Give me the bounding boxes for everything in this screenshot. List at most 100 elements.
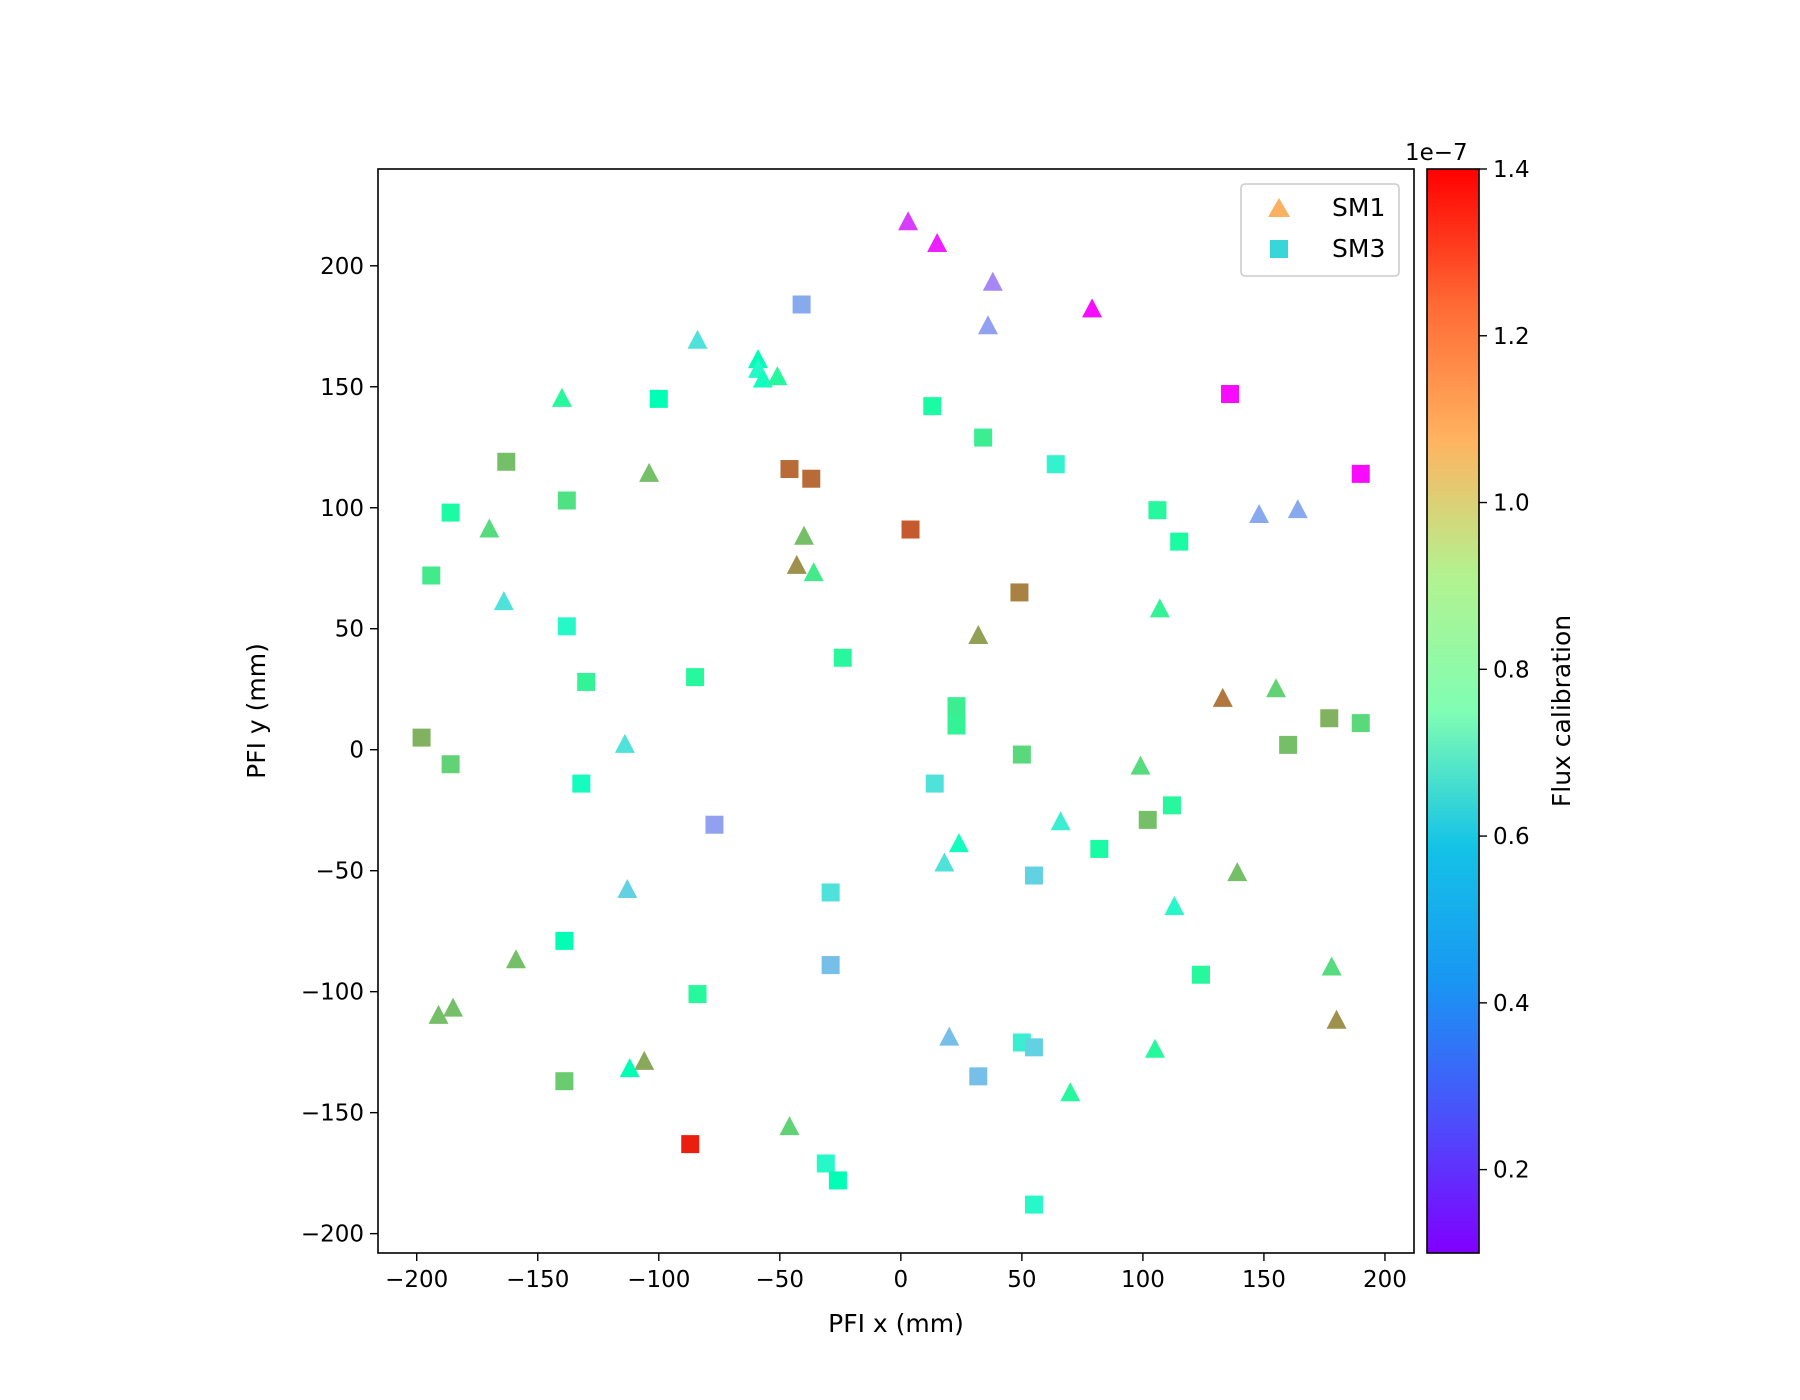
data-point-sm1 xyxy=(1326,1009,1347,1029)
x-tick-label: 100 xyxy=(1121,1267,1165,1293)
data-point-sm3 xyxy=(923,397,942,416)
data-point-sm1 xyxy=(1227,862,1248,882)
data-point-sm3 xyxy=(1351,714,1370,733)
data-point-sm3 xyxy=(412,728,431,747)
data-point-sm1 xyxy=(1145,1038,1165,1058)
data-point-sm3 xyxy=(497,452,516,471)
y-tick-label: −50 xyxy=(315,859,364,885)
y-tick-label: 150 xyxy=(320,375,364,401)
legend-marker-sm3 xyxy=(1270,240,1288,258)
data-point-sm3 xyxy=(1320,709,1339,728)
x-tick-label: −200 xyxy=(385,1267,448,1293)
colorbar-tick-label: 1.0 xyxy=(1493,491,1530,517)
data-point-sm1 xyxy=(786,554,807,574)
data-point-sm3 xyxy=(555,931,574,950)
data-point-sm3 xyxy=(1138,810,1157,829)
colorbar-ticks: 0.2 0.4 0.6 0.8 1.0 1.2 1.4 xyxy=(1479,157,1530,1184)
legend-marker-sm1 xyxy=(1268,198,1290,217)
data-point-sm1 xyxy=(1321,956,1342,976)
data-point-sm3 xyxy=(686,668,705,687)
data-point-sm3 xyxy=(557,491,576,510)
data-point-sm1 xyxy=(687,329,708,349)
data-point-sm3 xyxy=(833,648,852,667)
data-point-sm3 xyxy=(901,520,920,539)
data-point-sm3 xyxy=(681,1135,700,1154)
x-tick-label: −150 xyxy=(506,1267,569,1293)
data-point-sm1 xyxy=(479,518,500,538)
colorbar-title: Flux calibration xyxy=(1547,615,1576,807)
colorbar-tick-label: 0.2 xyxy=(1493,1158,1530,1184)
data-point-sm3 xyxy=(780,460,799,479)
data-point-sm1 xyxy=(1130,755,1151,775)
data-point-sm3 xyxy=(572,774,591,793)
data-point-sm1 xyxy=(939,1026,960,1046)
data-point-sm1 xyxy=(934,852,955,872)
plot-frame xyxy=(377,168,1415,1254)
y-tick-label: −200 xyxy=(301,1222,364,1248)
data-point-sm1 xyxy=(948,833,969,853)
data-point-sm1 xyxy=(1249,504,1270,524)
y-tick-label: −150 xyxy=(301,1101,364,1127)
data-point-sm1 xyxy=(1060,1082,1081,1102)
data-point-sm1 xyxy=(748,349,769,369)
data-point-sm1 xyxy=(927,233,948,253)
data-point-sm3 xyxy=(821,883,840,902)
data-point-sm3 xyxy=(1170,532,1189,551)
data-point-sm3 xyxy=(1024,1038,1043,1057)
data-point-sm3 xyxy=(1279,735,1298,754)
data-point-sm3 xyxy=(441,755,460,774)
data-point-sm3 xyxy=(828,1171,847,1190)
data-point-sm1 xyxy=(614,733,635,753)
data-point-sm3 xyxy=(1046,455,1065,474)
data-point-sm3 xyxy=(1148,501,1167,520)
data-point-sm1 xyxy=(1149,598,1170,618)
data-point-sm1 xyxy=(794,525,815,545)
data-point-sm3 xyxy=(688,985,707,1004)
colorbar-gradient xyxy=(1426,168,1480,1254)
x-axis-title: PFI x (mm) xyxy=(828,1309,964,1338)
data-point-sm3 xyxy=(441,503,460,522)
data-point-sm3 xyxy=(557,617,576,636)
data-point-sm1 xyxy=(1082,298,1103,318)
legend-label-sm3: SM3 xyxy=(1332,234,1385,263)
x-tick-label: −100 xyxy=(627,1267,690,1293)
y-tick-label: −100 xyxy=(301,980,364,1006)
data-point-sm3 xyxy=(1191,965,1210,984)
data-point-sm3 xyxy=(816,1154,835,1173)
y-axis-title: PFI y (mm) xyxy=(242,643,271,779)
data-point-sm3 xyxy=(1024,1195,1043,1214)
data-point-sm3 xyxy=(1024,866,1043,885)
data-point-sm3 xyxy=(1010,583,1029,602)
data-point-sm1 xyxy=(898,211,919,231)
colorbar-tick-label: 1.2 xyxy=(1493,324,1530,350)
x-tick-label: 50 xyxy=(1007,1267,1036,1293)
colorbar-tick-label: 1.4 xyxy=(1493,157,1530,183)
data-point-sm1 xyxy=(982,271,1003,291)
data-point-sm3 xyxy=(969,1067,988,1086)
x-axis: −200 −150 −100 −50 0 50 100 150 200 xyxy=(385,1253,1407,1293)
data-points xyxy=(412,211,1370,1214)
data-point-sm3 xyxy=(792,295,811,314)
data-point-sm3 xyxy=(1090,839,1109,858)
data-point-sm3 xyxy=(577,672,596,691)
data-point-sm3 xyxy=(649,389,668,408)
colorbar-tick-label: 0.8 xyxy=(1493,657,1530,683)
data-point-sm1 xyxy=(505,949,526,969)
data-point-sm3 xyxy=(555,1072,574,1091)
y-tick-label: 100 xyxy=(320,496,364,522)
data-point-sm1 xyxy=(968,624,989,644)
data-point-sm3 xyxy=(821,956,840,975)
data-point-sm1 xyxy=(1287,499,1308,519)
x-tick-label: 200 xyxy=(1363,1267,1407,1293)
legend-label-sm1: SM1 xyxy=(1332,193,1385,222)
y-axis: −200 −150 −100 −50 0 50 100 150 200 xyxy=(301,254,378,1248)
y-tick-label: 0 xyxy=(349,738,364,764)
colorbar-tick-label: 0.4 xyxy=(1493,991,1530,1017)
data-point-sm1 xyxy=(1050,811,1071,831)
data-point-sm1 xyxy=(551,387,572,407)
data-point-sm1 xyxy=(1266,678,1287,698)
data-point-sm1 xyxy=(1164,895,1185,915)
legend: SM1 SM3 xyxy=(1240,183,1400,277)
data-point-sm3 xyxy=(947,716,966,735)
